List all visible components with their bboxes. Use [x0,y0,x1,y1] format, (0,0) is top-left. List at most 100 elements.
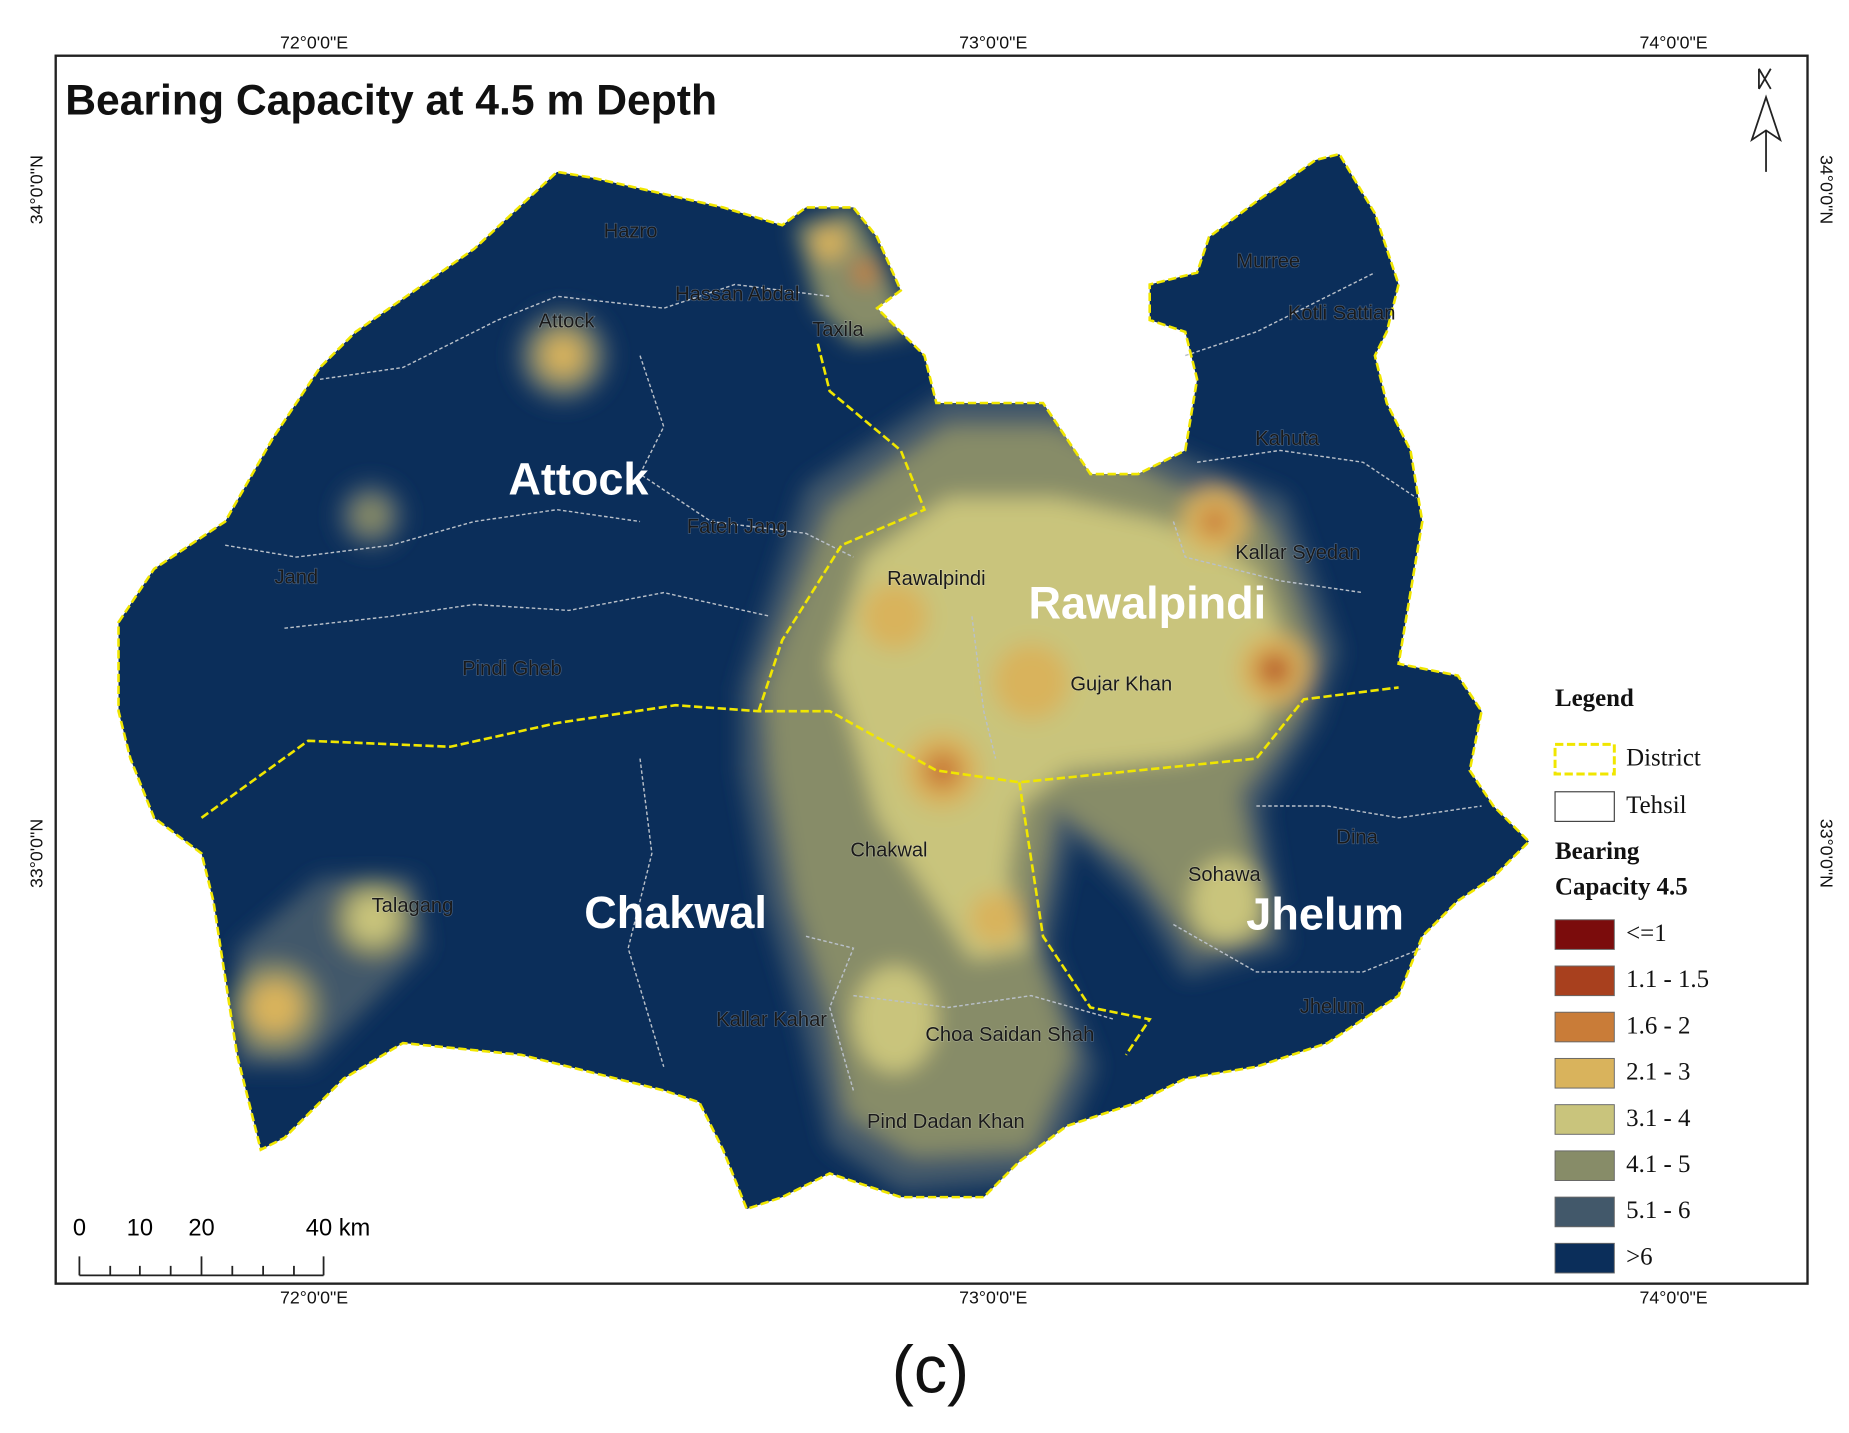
legend-subtitle: Bearing [1555,838,1640,865]
tehsil-label: Talagang [372,895,454,917]
scale-label: 40 km [306,1215,371,1241]
legend-swatch [1554,1150,1615,1182]
tehsil-label: Pindi Gheb [462,658,562,680]
tehsil-label: Fateh Jang [687,516,788,538]
capacity-zone [829,497,1292,961]
tehsil-line [853,994,1115,1021]
scale-ruler [78,1256,325,1277]
tehsil-line [1173,923,1423,973]
legend-swatch [1554,1104,1615,1135]
legend-swatch [1554,965,1615,997]
capacity-zone [354,499,388,533]
tehsil-label: Dina [1336,826,1378,848]
tehsil-label: Murree [1236,250,1300,272]
district-label: Rawalpindi [1029,578,1267,629]
tehsil-label: Kahuta [1255,428,1320,450]
legend-title: Legend [1555,685,1634,712]
tehsil-label: Taxila [812,319,864,341]
capacity-zone [969,892,1022,945]
tehsil-label: Kallar Kahar [716,1009,827,1031]
capacity-zone [1191,859,1263,943]
longitude-label: 72°0'0"E [280,33,348,53]
capacity-zone [993,643,1070,720]
scale-label: 10 [127,1215,153,1241]
legend-label: 1.6 - 2 [1626,1012,1690,1039]
tehsil-label: Hassan Abdal [675,283,799,305]
tehsil-label: Kotli Sattian [1288,302,1395,324]
capacity-zone [861,583,929,650]
capacity-zone [1267,660,1287,680]
tehsil-label: Jand [274,567,318,589]
tehsil-label: Jhelum [1300,996,1365,1018]
north-needle [1750,94,1782,172]
district-line [757,343,927,712]
district-boundaries [117,152,1531,1211]
tehsil-label: Gujar Khan [1070,673,1172,695]
tehsil-line [225,508,641,558]
latitude-label: 33°0'0"N [1817,819,1837,888]
legend-swatch [1554,1242,1615,1274]
graticule-labels: 72°0'0"E 73°0'0"E 74°0'0"E 72°0'0"E 73°0… [27,33,1837,1308]
north-arrow [1750,68,1782,172]
tehsil-label: Kallar Syedan [1235,542,1360,564]
latitude-label: 34°0'0"N [1817,155,1837,224]
tehsil-swatch [1554,791,1615,822]
legend-subtitle: Capacity 4.5 [1555,874,1688,901]
longitude-label: 72°0'0"E [280,1288,348,1308]
district-line [1018,782,1152,1056]
tehsil-line [805,935,855,1091]
tehsil-label: Sohawa [1188,864,1262,886]
scale-bar: 0 10 20 40 km [73,1215,371,1277]
tehsil-line [971,616,997,759]
tehsil-boundaries [225,271,1482,1091]
district-label: Attock [508,453,649,504]
legend-label: 3.1 - 4 [1626,1105,1691,1132]
capacity-zone [813,226,847,260]
capacity-zone [1200,507,1230,536]
longitude-label: 73°0'0"E [959,1288,1027,1308]
tehsil-line [1172,521,1364,594]
legend-label: 4.1 - 5 [1626,1151,1690,1178]
legend-label: 2.1 - 3 [1626,1059,1690,1086]
tehsil-line [1197,449,1417,499]
tehsil-line [319,283,830,380]
district-line [200,686,1399,819]
legend-swatch [1554,1011,1615,1043]
north-n [1758,68,1772,90]
legend-swatch [1554,1057,1615,1089]
scale-label: 0 [73,1215,86,1241]
legend-label: District [1626,744,1701,771]
district-labels: Attock Rawalpindi Chakwal Jhelum [508,453,1404,939]
district-label: Jhelum [1246,888,1404,939]
tehsil-label: Choa Saidan Shah [925,1024,1094,1046]
tehsil-line [1185,271,1376,357]
legend-label: 1.1 - 1.5 [1626,966,1709,993]
longitude-label: 74°0'0"E [1639,1288,1707,1308]
tehsil-line [639,355,854,558]
latitude-label: 33°0'0"N [27,819,47,888]
scale-label: 20 [188,1215,214,1241]
legend-label: 5.1 - 6 [1626,1197,1690,1224]
tehsil-label: Pind Dadan Khan [867,1111,1025,1133]
legend-label: <=1 [1626,920,1667,947]
capacity-zone [248,981,302,1034]
district-swatch [1553,742,1616,776]
tehsil-line [284,591,771,629]
tehsil-label: Attock [539,311,596,333]
map-title: Bearing Capacity at 4.5 m Depth [65,76,717,124]
tehsil-label: Chakwal [850,839,927,861]
tehsil-labels: Hazro Hassan Abdal Attock Taxila Murree … [274,220,1396,1133]
capacity-zone [544,336,582,375]
longitude-label: 73°0'0"E [959,33,1027,53]
legend-swatch [1554,919,1615,950]
tehsil-line [1256,805,1482,819]
capacity-zone [853,965,937,1073]
legend-label: >6 [1626,1243,1652,1270]
latitude-label: 34°0'0"N [27,155,47,224]
tehsil-line [627,758,665,1067]
legend: Legend District Tehsil Bearing Capacity … [1553,685,1709,1274]
tehsil-label: Hazro [604,221,658,243]
legend-label: Tehsil [1626,792,1687,819]
caption: (c) [892,1333,969,1407]
